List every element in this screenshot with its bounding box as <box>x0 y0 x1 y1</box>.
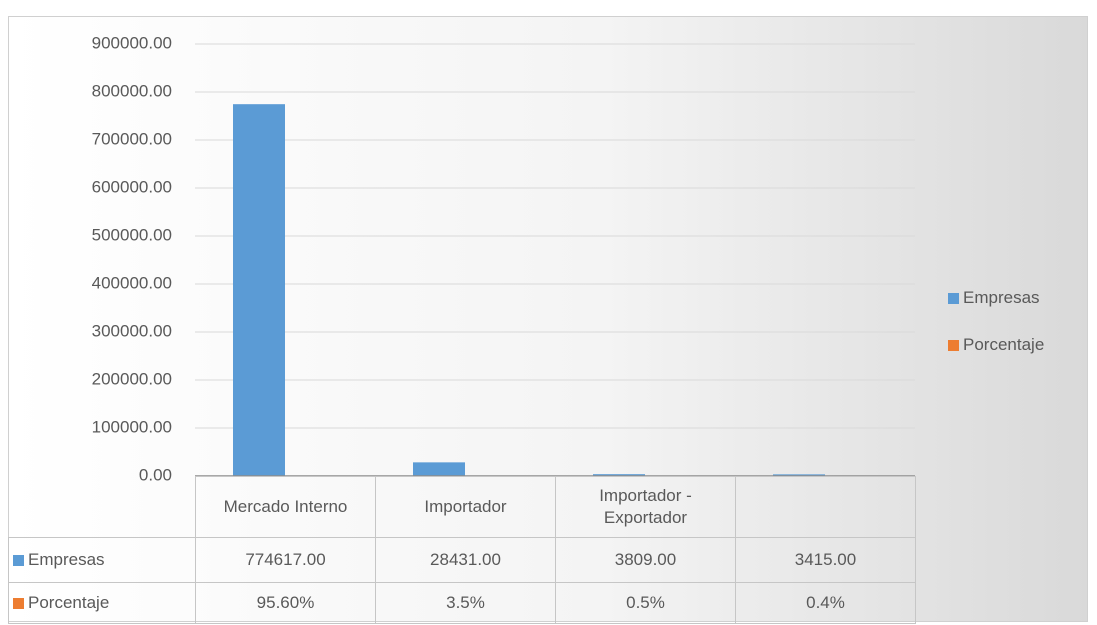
table-value: 774617.00 <box>195 537 376 583</box>
table-category <box>735 476 916 538</box>
y-tick-label: 100000.00 <box>92 417 172 436</box>
bar <box>593 474 645 476</box>
legend-key <box>13 554 24 566</box>
y-tick-label: 200000.00 <box>92 369 172 388</box>
y-tick-label: 700000.00 <box>92 129 172 148</box>
legend-key <box>13 597 24 609</box>
y-tick-label: 0.00 <box>139 465 172 484</box>
chart-area <box>8 16 1088 622</box>
table-row-header: Porcentaje <box>8 582 196 624</box>
row-label: Porcentaje <box>28 592 110 612</box>
table-value: 3415.00 <box>735 537 916 583</box>
table-value: 95.60% <box>195 582 376 624</box>
row-label: Empresas <box>28 549 105 569</box>
y-tick-label: 600000.00 <box>92 177 172 196</box>
y-tick-label: 300000.00 <box>92 321 172 340</box>
legend-item: Empresas <box>948 288 1040 308</box>
y-tick-label: 900000.00 <box>92 33 172 52</box>
table-category: Importador - Exportador <box>555 476 736 538</box>
legend-label: Porcentaje <box>963 335 1045 354</box>
table-row-header: Empresas <box>8 537 196 583</box>
table-value: 0.4% <box>735 582 916 624</box>
table-category: Mercado Interno <box>195 476 376 538</box>
table-value: 3809.00 <box>555 537 736 583</box>
bar <box>413 462 465 476</box>
table-value: 0.5% <box>555 582 736 624</box>
table-category: Importador <box>375 476 556 538</box>
y-tick-label: 800000.00 <box>92 81 172 100</box>
legend-item: Porcentaje <box>948 335 1044 355</box>
bar <box>773 474 825 476</box>
legend-key <box>948 292 959 304</box>
bar <box>233 104 285 476</box>
y-tick-label: 400000.00 <box>92 273 172 292</box>
legend-key <box>948 339 959 351</box>
table-value: 28431.00 <box>375 537 556 583</box>
y-tick-label: 500000.00 <box>92 225 172 244</box>
table-value: 3.5% <box>375 582 556 624</box>
legend-label: Empresas <box>963 288 1040 307</box>
